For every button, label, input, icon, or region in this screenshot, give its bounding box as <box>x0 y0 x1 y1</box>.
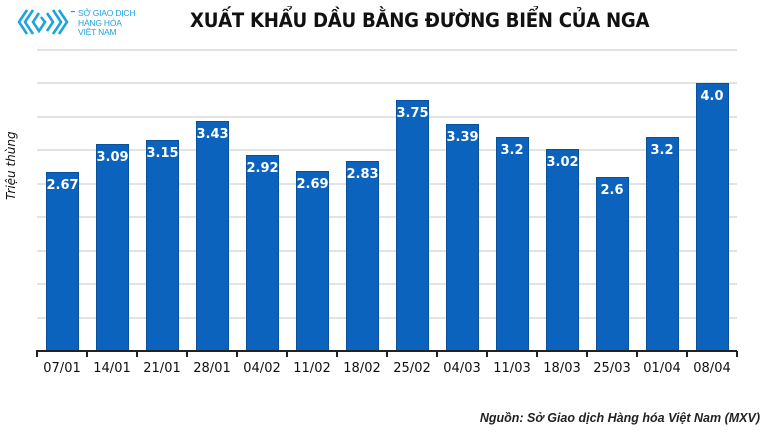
x-axis-tick <box>186 351 188 357</box>
bar: 3.2 <box>495 137 529 351</box>
logo-line-3: VIỆT NAM <box>78 27 117 37</box>
x-axis-tick <box>236 351 238 357</box>
bar: 3.15 <box>145 140 179 351</box>
bar: 2.92 <box>245 155 279 351</box>
bar-value-label: 2.67 <box>46 178 79 193</box>
x-axis-tick <box>336 351 338 357</box>
y-axis-label: Triệu thùng <box>4 131 18 200</box>
gridline <box>37 216 737 218</box>
gridline <box>37 48 737 51</box>
bar-value-label: 2.83 <box>346 167 379 182</box>
bar-value-label: 4.0 <box>700 89 724 104</box>
x-axis-tick-label: 21/01 <box>143 361 181 376</box>
x-axis-tick-label: 28/01 <box>193 361 231 376</box>
x-axis-tick <box>736 351 738 357</box>
gridline <box>37 182 737 185</box>
bar-value-label: 3.2 <box>650 143 674 158</box>
x-axis-tick-label: 18/02 <box>343 361 381 376</box>
x-axis-tick <box>136 351 138 357</box>
bar-value-label: 3.43 <box>196 127 229 142</box>
x-axis-tick <box>286 351 288 357</box>
bar-value-label: 2.69 <box>296 177 329 192</box>
bar: 3.02 <box>545 149 579 351</box>
bar: 3.09 <box>95 144 129 351</box>
bar-value-label: 3.75 <box>396 106 429 121</box>
bar: 2.69 <box>295 171 329 351</box>
x-axis-tick-label: 01/04 <box>643 361 681 376</box>
bar: 2.83 <box>345 161 379 351</box>
x-axis-tick-label: 14/01 <box>93 361 131 376</box>
x-axis-tick-label: 04/02 <box>243 361 281 376</box>
bar-value-label: 3.2 <box>500 143 524 158</box>
gridline <box>37 283 737 285</box>
x-axis-tick-label: 04/03 <box>443 361 481 376</box>
x-axis-tick <box>436 351 438 357</box>
x-axis-tick-label: 25/02 <box>393 361 431 376</box>
x-axis-tick <box>86 351 88 357</box>
bar: 3.2 <box>645 137 679 351</box>
gridline <box>37 249 737 252</box>
bar-value-label: 3.15 <box>146 146 179 161</box>
x-axis-tick <box>636 351 638 357</box>
bar: 4.0 <box>695 83 729 351</box>
bar: 3.39 <box>445 124 479 351</box>
bar: 2.6 <box>595 177 629 351</box>
gridline <box>37 149 737 151</box>
bar: 3.75 <box>395 100 429 351</box>
x-axis-tick <box>536 351 538 357</box>
x-axis-tick <box>36 351 38 357</box>
bar-value-label: 2.92 <box>246 161 279 176</box>
bar: 3.43 <box>195 121 229 351</box>
x-axis-tick-label: 18/03 <box>543 361 581 376</box>
x-axis-tick <box>686 351 688 357</box>
gridline <box>37 316 737 319</box>
logo-line-1: SỞ GIAO DỊCH <box>78 8 136 18</box>
x-axis-tick-label: 25/03 <box>593 361 631 376</box>
bar: 2.67 <box>45 172 79 351</box>
bar-value-label: 3.09 <box>96 150 129 165</box>
x-axis-tick <box>486 351 488 357</box>
x-axis-tick <box>386 351 388 357</box>
bar-value-label: 3.02 <box>546 155 579 170</box>
gridline <box>37 115 737 118</box>
logo-line-2: HÀNG HÓA <box>78 17 122 28</box>
x-axis-tick-label: 07/01 <box>43 361 81 376</box>
chart-title: XUẤT KHẨU DẦU BẰNG ĐƯỜNG BIỂN CỦA NGA <box>190 9 650 32</box>
x-axis-tick <box>586 351 588 357</box>
x-axis-tick-label: 11/02 <box>293 361 331 376</box>
gridline <box>37 82 737 84</box>
mxv-logo-icon <box>17 9 75 35</box>
logo-text: SỞ GIAO DỊCH HÀNG HÓA VIỆT NAM <box>78 8 136 38</box>
source-note: Nguồn: Sở Giao dịch Hàng hóa Việt Nam (M… <box>479 411 760 425</box>
bar-value-label: 3.39 <box>446 130 479 145</box>
bar-value-label: 2.6 <box>600 183 624 198</box>
x-axis-tick-label: 08/04 <box>693 361 731 376</box>
x-axis-tick-label: 11/03 <box>493 361 531 376</box>
